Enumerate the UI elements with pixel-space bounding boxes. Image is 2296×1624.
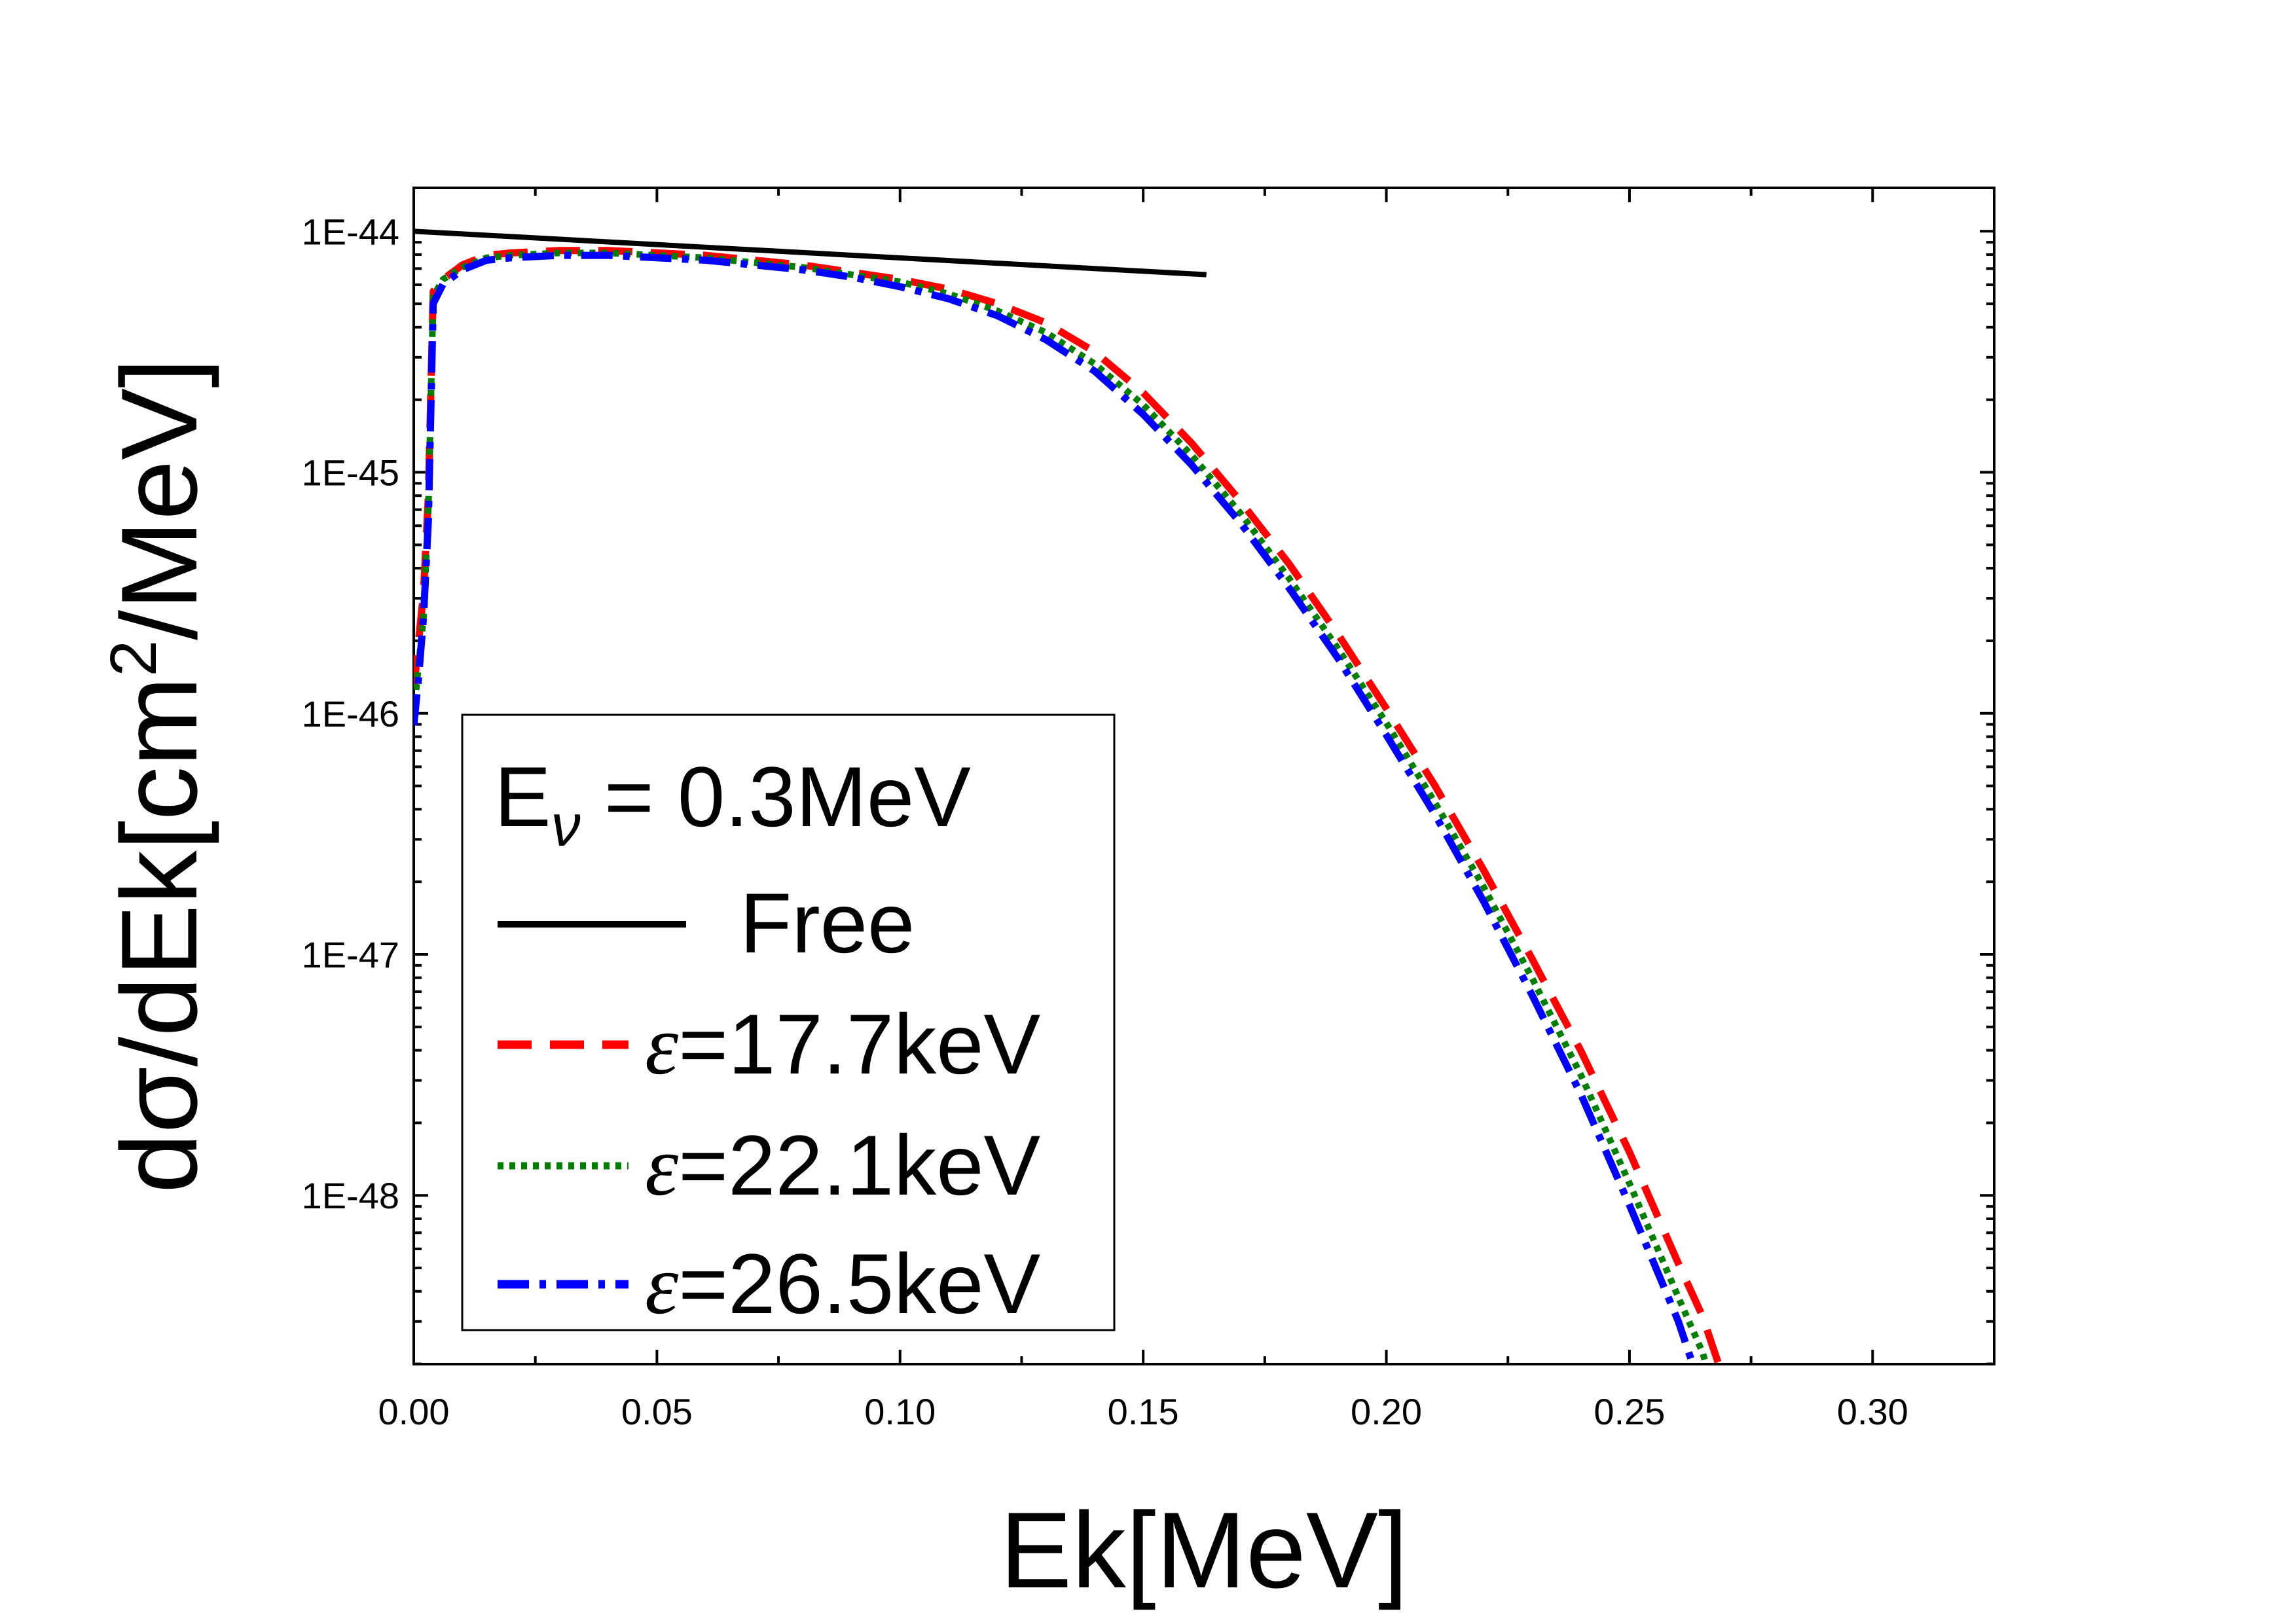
legend-label-eps-26-5-text: =26.5keV	[678, 1236, 1040, 1331]
series-line-0	[414, 228, 1207, 278]
plot-frame	[412, 187, 1995, 1365]
x-tick-label: 0.30	[1837, 1391, 1908, 1432]
series-line-1	[414, 247, 1722, 1364]
y-tick-label: 1E-48	[302, 1175, 399, 1216]
legend-label-free-text: Free	[740, 875, 915, 971]
legend-label-eps-22-1-prefix: ε	[645, 1119, 679, 1214]
x-tick-label: 0.20	[1351, 1391, 1422, 1432]
x-tick-label: 0.15	[1108, 1391, 1179, 1432]
legend: Eν = 0.3MeV Free ε=17.7keV ε=22.1keV ε=2…	[461, 713, 1116, 1332]
y-tick-label: 1E-44	[302, 211, 399, 252]
y-axis-title-main: dσ/dEk[cm	[99, 677, 219, 1194]
y-axis-title: dσ/dEk[cm2/MeV]	[97, 358, 219, 1193]
y-tick-label: 1E-46	[302, 693, 399, 734]
y-axis-ticks: 1E-44 1E-45 1E-46 1E-47 1E-48	[302, 211, 1994, 1365]
series-layer	[414, 228, 1722, 1364]
y-tick-label: 1E-45	[302, 452, 399, 494]
legend-label-eps-22-1: ε=22.1keV	[645, 1117, 1040, 1214]
legend-label-eps-17-7-text: =17.7keV	[678, 996, 1040, 1092]
x-axis-ticks: 0.00 0.05 0.10 0.15 0.20 0.25 0.30	[378, 188, 1908, 1432]
x-tick-label: 0.10	[864, 1391, 936, 1432]
legend-label-eps-17-7: ε=17.7keV	[645, 996, 1040, 1092]
legend-label-eps-26-5: ε=26.5keV	[645, 1236, 1040, 1332]
x-tick-label: 0.00	[378, 1391, 450, 1432]
legend-header: Eν = 0.3MeV	[494, 749, 971, 859]
legend-label-eps-22-1-text: =22.1keV	[678, 1117, 1040, 1213]
y-axis-title-sup: 2	[97, 640, 170, 677]
legend-box	[461, 713, 1116, 1331]
x-tick-label: 0.25	[1594, 1391, 1665, 1432]
x-tick-label: 0.05	[621, 1391, 693, 1432]
x-axis-title: Ek[MeV]	[1000, 1490, 1408, 1610]
series-line-3	[414, 251, 1697, 1364]
legend-header-sub: ν	[551, 793, 581, 859]
legend-header-main: E	[494, 749, 551, 844]
y-tick-label: 1E-47	[302, 934, 399, 975]
legend-header-tail: = 0.3MeV	[581, 749, 971, 844]
y-axis-title-tail: /MeV]	[99, 358, 219, 640]
legend-label-eps-26-5-prefix: ε	[645, 1238, 679, 1332]
legend-label-free: Free	[740, 875, 915, 971]
legend-label-eps-17-7-prefix: ε	[645, 998, 679, 1092]
series-line-2	[414, 249, 1710, 1364]
